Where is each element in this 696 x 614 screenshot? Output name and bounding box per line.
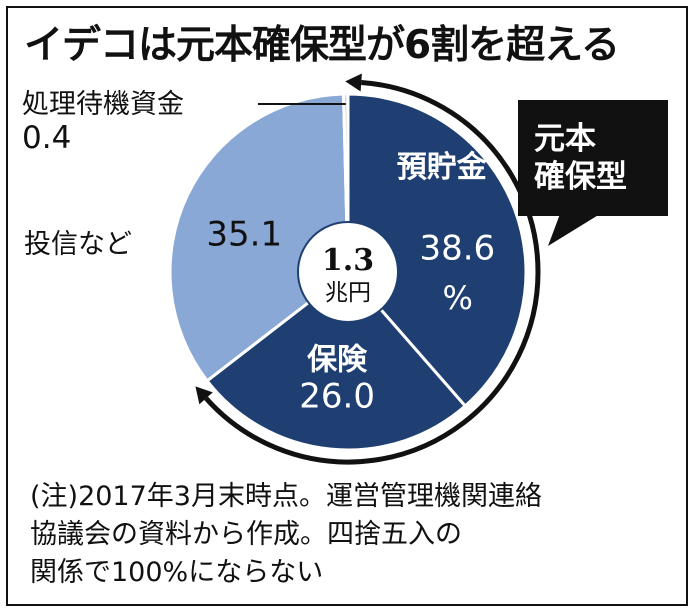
callout-tail — [548, 214, 600, 246]
pie-slices — [168, 92, 528, 452]
slice-value-trust: 35.1 — [206, 214, 282, 254]
slice-label-deposit: 預貯金 — [397, 150, 488, 185]
slice-label-insurance: 保険 — [307, 342, 368, 377]
slice-value-insurance: 26.0 — [299, 376, 375, 416]
slice-value-deposit: 38.6 — [419, 229, 495, 269]
footnote-line-2: 協議会の資料から作成。四捨五入の — [30, 519, 462, 550]
pie-slice-2 — [168, 92, 350, 383]
callout-principal-guaranteed: 元本 確保型 — [518, 100, 668, 216]
pie-slice-0 — [346, 92, 528, 409]
principal-guaranteed-arc — [204, 79, 541, 465]
pie-slice-1 — [205, 269, 468, 452]
center-unit: 兆円 — [325, 280, 371, 306]
slice-value-pending: 0.4 — [22, 120, 72, 156]
slice-label-pending: 処理待機資金 — [22, 89, 184, 120]
arc-arrowhead-top — [345, 73, 362, 92]
callout-line-1: 元本 — [534, 121, 596, 157]
center-circle — [297, 221, 399, 323]
center-value: 1.3 — [322, 243, 374, 278]
chart-title: イデコは元本確保型が6割を超える — [24, 23, 620, 68]
callout-line-2: 確保型 — [534, 159, 627, 195]
footnote-line-3: 関係で100%にならない — [30, 557, 324, 588]
footnote-line-1: (注)2017年3月末時点。運営管理機関連絡 — [30, 481, 542, 512]
footnote: (注)2017年3月末時点。運営管理機関連絡 協議会の資料から作成。四捨五入の … — [30, 478, 670, 592]
slice-unit-deposit: % — [442, 279, 472, 317]
arc-arrowhead-bottom — [195, 386, 213, 405]
slice-label-trust: 投信など — [24, 229, 132, 260]
